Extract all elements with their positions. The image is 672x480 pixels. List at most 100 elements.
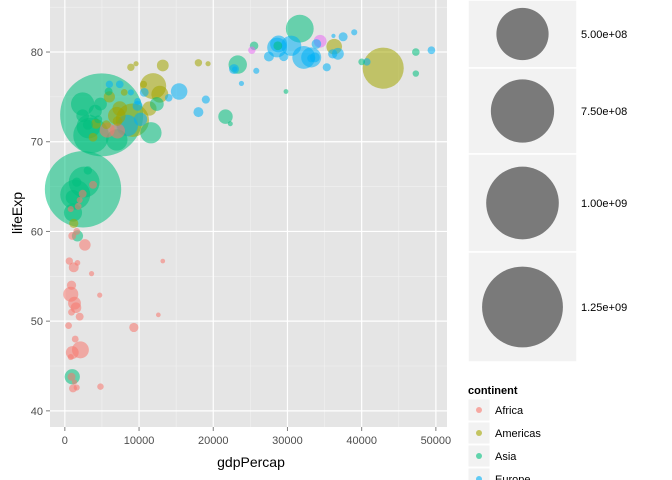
data-point-americas [88, 132, 98, 142]
data-point-africa [160, 258, 166, 264]
data-point-asia [227, 121, 233, 127]
data-point-africa [66, 280, 77, 290]
data-point-africa [78, 189, 87, 198]
x-tick-label: 30000 [272, 435, 303, 447]
data-point-europe [170, 83, 188, 100]
data-point-americas [205, 61, 211, 67]
data-point-africa [97, 383, 104, 390]
y-axis: 40 50 60 70 80 [31, 47, 50, 418]
data-point-asia [83, 166, 93, 175]
data-point-asia [149, 97, 164, 111]
data-point-americas [112, 101, 128, 116]
data-point-europe [311, 39, 322, 49]
data-point-asia [285, 14, 314, 43]
size-legend-label: 1.00e+09 [581, 198, 627, 210]
data-point-europe [115, 80, 124, 89]
x-axis: 0 10000 20000 30000 40000 50000 [62, 427, 451, 447]
data-point-africa [65, 257, 73, 265]
data-point-asia [104, 87, 113, 96]
data-point-asia [412, 70, 420, 77]
x-tick-label: 40000 [346, 435, 377, 447]
data-point-americas [362, 47, 404, 89]
data-point-americas [194, 59, 203, 67]
data-point-europe [363, 58, 371, 66]
data-point-africa [74, 259, 81, 266]
data-point-europe [351, 29, 358, 36]
data-point-americas [156, 59, 169, 72]
data-point-europe [338, 32, 348, 42]
data-point-americas [101, 120, 111, 130]
data-point-africa [76, 196, 83, 204]
data-point-europe [263, 51, 274, 62]
data-point-africa [75, 312, 84, 321]
y-axis-title: lifeExp [9, 192, 25, 234]
color-legend-label: Africa [495, 405, 524, 417]
data-point-africa [67, 353, 74, 361]
data-point-africa [97, 292, 103, 298]
data-point-africa [74, 202, 82, 210]
data-point-europe [307, 54, 316, 63]
data-point-europe [279, 51, 289, 62]
data-point-asia [358, 58, 366, 66]
size-legend: 5.00e+08 7.50e+08 1.00e+09 1.25e+09 [467, 0, 627, 363]
color-legend-swatch [476, 430, 482, 436]
x-tick-label: 10000 [124, 435, 155, 447]
data-point-other [248, 46, 256, 54]
data-point-asia [283, 89, 289, 94]
data-point-europe [253, 67, 260, 74]
data-point-europe [427, 46, 436, 55]
data-point-africa [68, 231, 77, 240]
y-tick-label: 70 [31, 137, 43, 149]
data-points [44, 14, 436, 393]
color-legend-key [467, 467, 491, 480]
data-point-americas [112, 116, 123, 126]
data-point-asia [411, 48, 420, 56]
color-legend-label: Americas [495, 428, 541, 440]
data-point-europe [232, 66, 238, 72]
size-legend-label: 5.00e+08 [581, 29, 627, 41]
data-point-africa [71, 335, 79, 343]
data-point-europe [133, 112, 148, 126]
data-point-europe [164, 93, 173, 102]
y-tick-label: 60 [31, 226, 43, 238]
color-legend-label: Europe [495, 474, 530, 480]
data-point-europe [328, 49, 338, 59]
data-point-americas [120, 88, 128, 96]
y-tick-label: 50 [31, 316, 43, 328]
data-point-africa [71, 379, 78, 385]
data-point-africa [88, 271, 95, 277]
data-point-africa [73, 228, 81, 235]
data-point-asia [65, 190, 81, 205]
data-point-africa [89, 180, 98, 189]
data-point-asia [218, 109, 233, 124]
data-point-asia [94, 97, 107, 111]
x-tick-label: 20000 [198, 435, 229, 447]
data-point-africa [79, 239, 91, 251]
data-point-americas [133, 61, 139, 67]
data-point-africa [155, 312, 161, 318]
color-legend-swatch [476, 476, 482, 480]
data-point-africa [73, 384, 80, 391]
color-legend-title: continent [468, 385, 518, 397]
size-legend-label: 7.50e+08 [581, 106, 627, 118]
color-legend: continent Africa Americas Asia Europe [467, 385, 541, 480]
data-point-africa [67, 205, 74, 213]
data-point-africa [67, 372, 76, 381]
x-tick-label: 50000 [421, 435, 452, 447]
color-legend-swatch [476, 453, 482, 459]
data-point-americas [127, 63, 135, 71]
size-legend-circle [496, 7, 549, 61]
data-point-europe [105, 80, 114, 88]
data-point-europe [201, 95, 210, 104]
data-point-europe [238, 80, 245, 87]
data-point-europe [331, 33, 336, 38]
y-tick-label: 40 [31, 406, 43, 418]
data-point-africa [68, 308, 75, 316]
color-legend-swatch [476, 407, 482, 413]
data-point-europe [134, 97, 141, 105]
data-point-asia [71, 92, 95, 116]
color-legend-label: Asia [495, 451, 517, 463]
data-point-asia [273, 41, 283, 51]
data-point-africa [129, 322, 139, 333]
